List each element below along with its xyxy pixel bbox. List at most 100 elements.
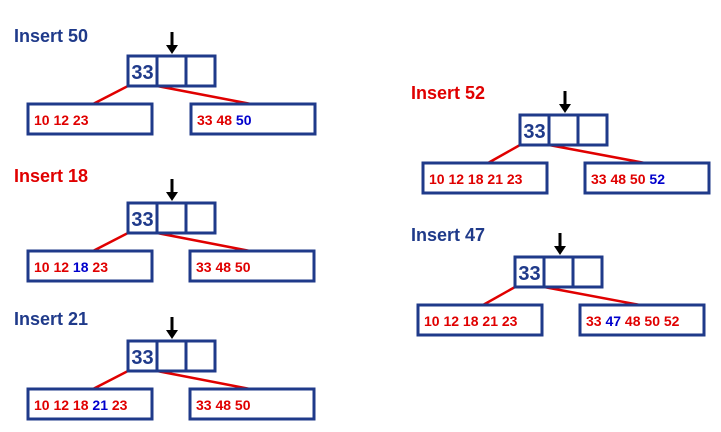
panel-title: Insert 52 <box>411 83 485 103</box>
right-leaf-box <box>189 102 317 136</box>
right-leaf-box <box>188 249 316 283</box>
right-leaf-keys: 33 48 50 <box>196 259 251 275</box>
root-cell <box>542 255 575 289</box>
right-leaf-keys: 33 48 50 <box>196 397 251 413</box>
edge-left <box>482 285 516 307</box>
panel-title: Insert 18 <box>14 166 88 186</box>
left-leaf-keys: 10 12 18 21 23 <box>34 397 128 413</box>
leaf-key: 48 <box>213 112 233 128</box>
left-leaf: 10 12 18 21 23 <box>26 387 154 421</box>
edge-right <box>156 231 251 253</box>
root-node: 33 <box>518 113 609 147</box>
leaf-key: 23 <box>69 112 89 128</box>
leaf-key: 33 <box>197 112 213 128</box>
root-cell <box>518 113 551 147</box>
down-arrow-icon <box>166 317 178 339</box>
leaf-key: 10 <box>424 313 440 329</box>
right-leaf-box <box>583 161 711 195</box>
left-leaf-box <box>416 303 544 337</box>
root-cell <box>576 113 609 147</box>
leaf-key: 52 <box>646 171 666 187</box>
right-leaf: 33 47 48 50 52 <box>578 303 706 337</box>
leaf-key: 50 <box>641 313 661 329</box>
edge-left <box>92 84 129 106</box>
leaf-key: 33 <box>196 259 212 275</box>
right-leaf-keys: 33 48 50 <box>197 112 252 128</box>
left-leaf-box <box>26 249 154 283</box>
root-cell <box>184 54 217 88</box>
panel-title: Insert 21 <box>14 309 88 329</box>
panel-title: Insert 50 <box>14 26 88 46</box>
left-leaf-keys: 10 12 18 21 23 <box>429 171 523 187</box>
right-leaf: 33 48 50 <box>189 102 317 136</box>
leaf-key: 50 <box>232 112 252 128</box>
down-arrow-icon <box>554 233 566 255</box>
root-key: 33 <box>131 62 153 84</box>
root-cell <box>571 255 604 289</box>
leaf-key: 10 <box>34 259 50 275</box>
root-node: 33 <box>126 54 217 88</box>
leaf-key: 33 <box>591 171 607 187</box>
root-node: 33 <box>513 255 604 289</box>
edge-right <box>548 143 646 165</box>
left-leaf-keys: 10 12 23 <box>34 112 89 128</box>
panel-insert-52: Insert 52 33 10 12 18 21 23 33 48 50 52 <box>411 83 711 195</box>
left-leaf-box <box>26 387 154 421</box>
panel-insert-18: Insert 18 33 10 12 18 23 33 48 50 <box>14 166 316 283</box>
leaf-key: 23 <box>89 259 109 275</box>
leaf-key: 47 <box>602 313 622 329</box>
left-leaf-box <box>421 161 549 195</box>
leaf-key: 18 <box>69 397 89 413</box>
left-leaf: 10 12 23 <box>26 102 154 136</box>
edge-left <box>92 231 129 253</box>
root-cell <box>155 201 188 235</box>
root-key: 33 <box>523 121 545 143</box>
root-cell <box>155 339 188 373</box>
root-node: 33 <box>126 201 217 235</box>
right-leaf-keys: 33 48 50 52 <box>591 171 665 187</box>
leaf-key: 52 <box>660 313 680 329</box>
right-leaf: 33 48 50 <box>188 249 316 283</box>
left-leaf-keys: 10 12 18 23 <box>34 259 108 275</box>
leaf-key: 10 <box>34 112 50 128</box>
leaf-key: 12 <box>50 112 70 128</box>
leaf-key: 48 <box>621 313 641 329</box>
down-arrow-icon <box>559 91 571 113</box>
leaf-key: 33 <box>196 397 212 413</box>
leaf-key: 18 <box>459 313 479 329</box>
leaf-key: 50 <box>231 397 251 413</box>
root-node: 33 <box>126 339 217 373</box>
root-cell <box>547 113 580 147</box>
left-leaf: 10 12 18 21 23 <box>416 303 544 337</box>
right-leaf: 33 48 50 52 <box>583 161 711 195</box>
leaf-key: 10 <box>429 171 445 187</box>
root-key: 33 <box>131 209 153 231</box>
panel-insert-21: Insert 21 33 10 12 18 21 23 33 48 50 <box>14 309 316 421</box>
left-leaf: 10 12 18 21 23 <box>421 161 549 195</box>
leaf-key: 21 <box>89 397 109 413</box>
leaf-key: 10 <box>34 397 50 413</box>
leaf-key: 21 <box>484 171 504 187</box>
left-leaf-box <box>26 102 154 136</box>
right-leaf: 33 48 50 <box>188 387 316 421</box>
root-cell <box>184 201 217 235</box>
leaf-key: 12 <box>50 397 70 413</box>
leaf-key: 23 <box>108 397 128 413</box>
leaf-key: 18 <box>69 259 89 275</box>
right-leaf-keys: 33 47 48 50 52 <box>586 313 680 329</box>
leaf-key: 23 <box>498 313 518 329</box>
panel-insert-47: Insert 47 33 10 12 18 21 23 33 47 48 50 52 <box>411 225 706 337</box>
leaf-key: 12 <box>445 171 465 187</box>
leaf-key: 23 <box>503 171 523 187</box>
leaf-key: 12 <box>50 259 70 275</box>
edge-right <box>156 84 252 106</box>
leaf-key: 12 <box>440 313 460 329</box>
leaf-key: 48 <box>212 397 232 413</box>
leaf-key: 48 <box>607 171 627 187</box>
panel-insert-50: Insert 50 33 10 12 23 33 48 50 <box>14 26 317 136</box>
leaf-key: 50 <box>626 171 646 187</box>
right-leaf-box <box>578 303 706 337</box>
leaf-key: 50 <box>231 259 251 275</box>
right-leaf-box <box>188 387 316 421</box>
